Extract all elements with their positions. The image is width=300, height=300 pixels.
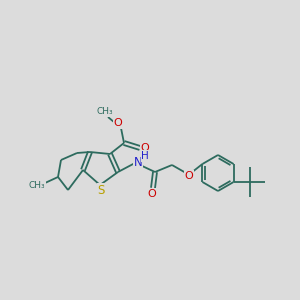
Text: S: S — [97, 184, 105, 196]
Text: CH₃: CH₃ — [97, 107, 113, 116]
Text: N: N — [134, 155, 142, 169]
Text: O: O — [141, 143, 149, 153]
Text: CH₃: CH₃ — [29, 181, 45, 190]
Text: O: O — [114, 118, 122, 128]
Text: H: H — [141, 151, 149, 161]
Text: O: O — [184, 171, 194, 181]
Text: O: O — [148, 189, 156, 199]
